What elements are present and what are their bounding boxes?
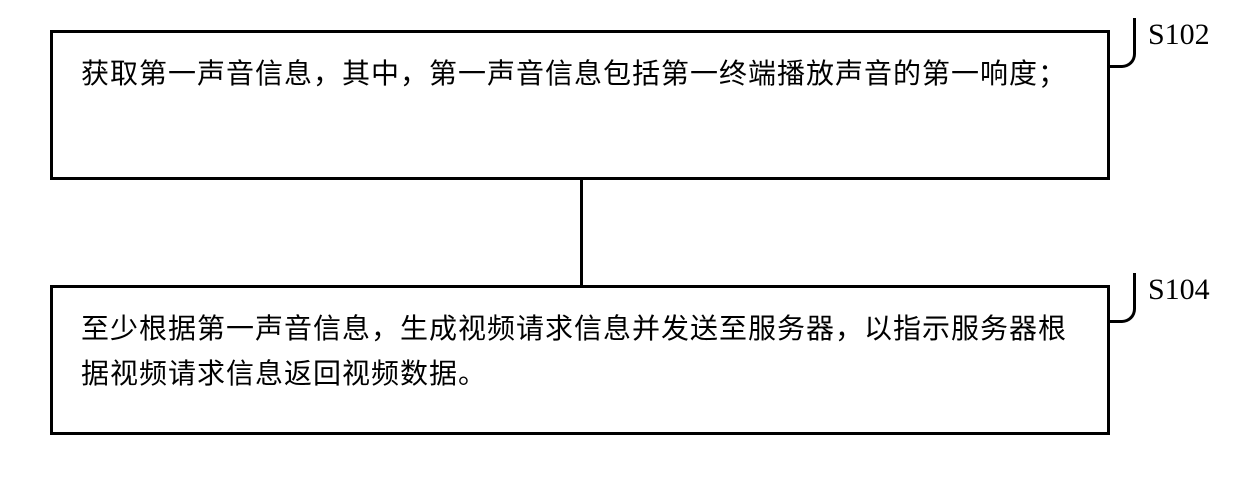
flow-step-s104-label: S104 bbox=[1148, 273, 1210, 307]
flow-step-s102-label: S102 bbox=[1148, 18, 1210, 52]
flow-step-s102-tick bbox=[1108, 18, 1136, 68]
flow-connector-1 bbox=[580, 180, 583, 285]
flow-step-s104-text: 至少根据第一声音信息，生成视频请求信息并发送至服务器，以指示服务器根据视频请求信… bbox=[81, 308, 1079, 398]
flow-step-s104-tick bbox=[1108, 273, 1136, 323]
flow-step-s104: 至少根据第一声音信息，生成视频请求信息并发送至服务器，以指示服务器根据视频请求信… bbox=[50, 285, 1110, 435]
flow-step-s102: 获取第一声音信息，其中，第一声音信息包括第一终端播放声音的第一响度； bbox=[50, 30, 1110, 180]
flow-step-s102-text: 获取第一声音信息，其中，第一声音信息包括第一终端播放声音的第一响度； bbox=[81, 53, 1079, 98]
